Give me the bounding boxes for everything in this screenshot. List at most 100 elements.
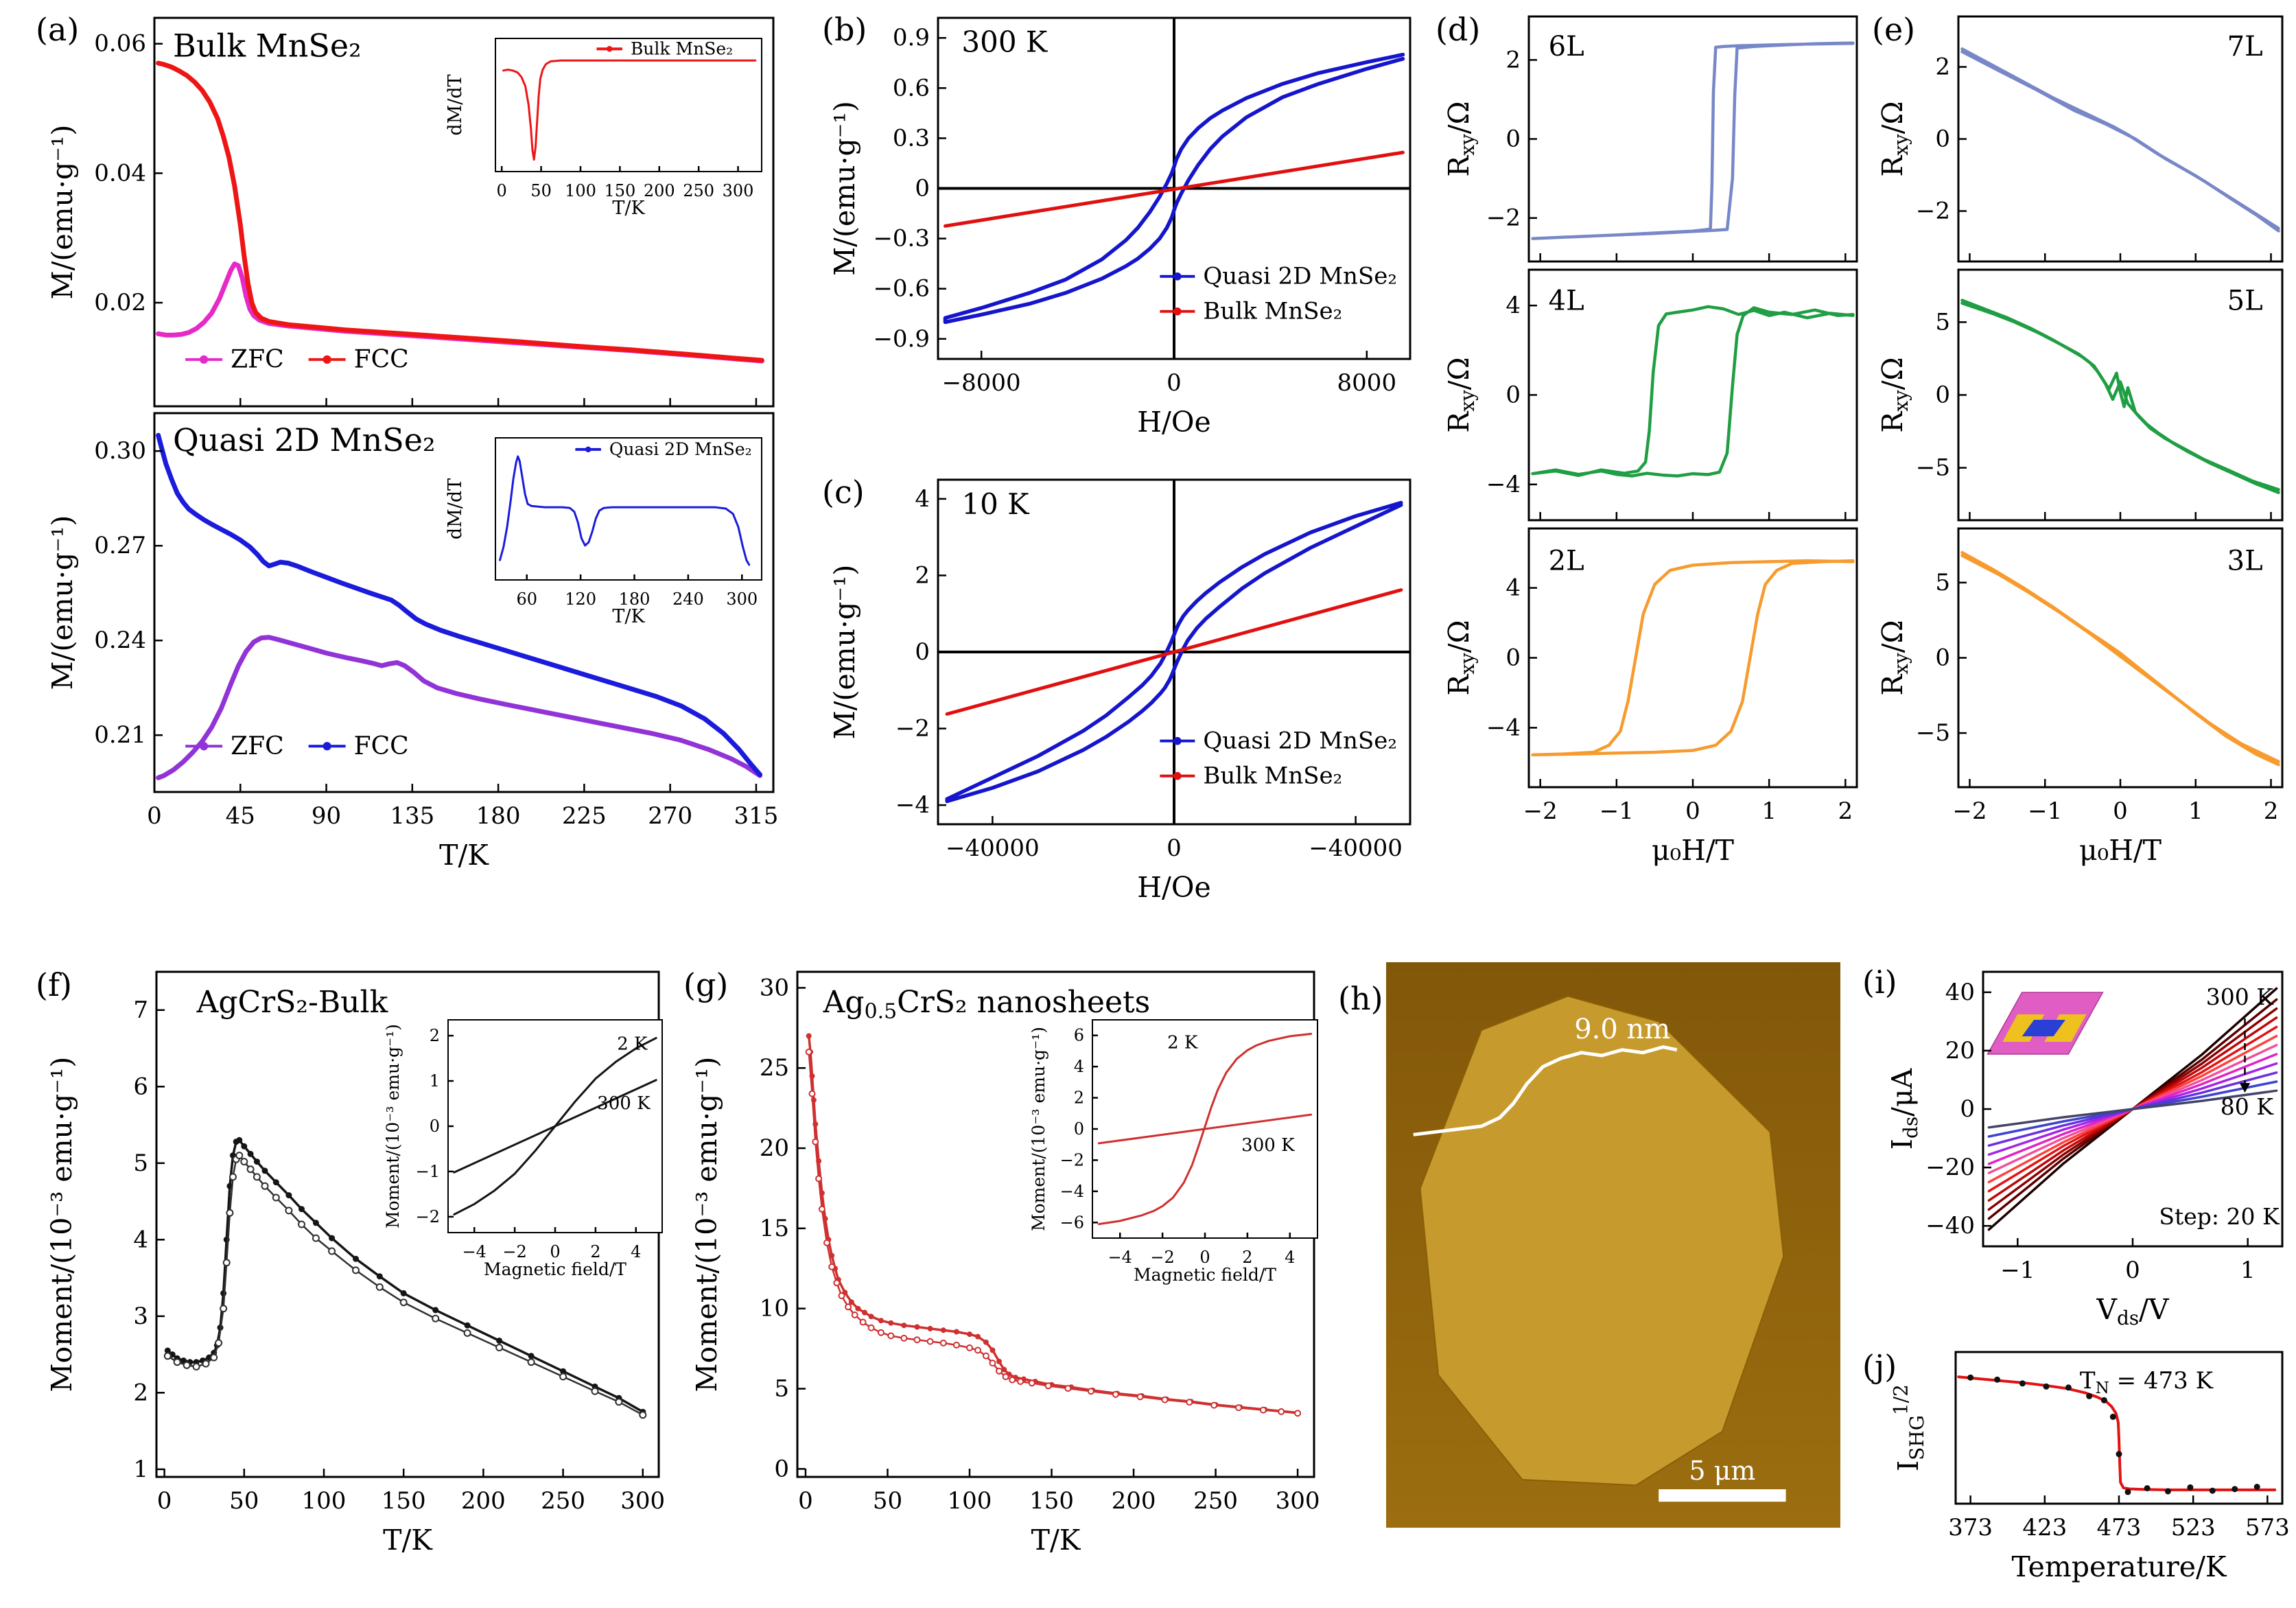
series-4L-loop [1531, 305, 1855, 478]
svg-text:Bulk MnSe₂: Bulk MnSe₂ [1203, 298, 1342, 325]
svg-text:1: 1 [2188, 797, 2203, 825]
c-chart-svg: −40000 0 −40000 −4 −2 0 2 4 H/Oe M/(emu·g⁻¹) 10 K Q… [828, 478, 1411, 904]
svg-text:2: 2 [915, 561, 930, 589]
svg-text:ZFC: ZFC [231, 345, 284, 373]
svg-text:Bulk MnSe₂: Bulk MnSe₂ [631, 38, 733, 58]
svg-text:10 K: 10 K [961, 487, 1030, 521]
svg-text:−4: −4 [895, 791, 930, 819]
svg-text:−2: −2 [502, 1242, 526, 1261]
svg-text:120: 120 [565, 590, 596, 609]
svg-text:2: 2 [1935, 54, 1950, 81]
panel-label-g: (g) [683, 966, 729, 1003]
svg-text:T/K: T/K [439, 839, 489, 872]
panel-e-7l-chart: −2 0 2 Rxy/Ω 7L [1877, 7, 2293, 266]
panel-e-5l-chart: −5 0 5 Rxy/Ω 5L [1877, 266, 2293, 524]
svg-text:Bulk MnSe₂: Bulk MnSe₂ [1203, 762, 1342, 790]
svg-text:Rxy/Ω: Rxy/Ω [1877, 620, 1912, 695]
svg-text:5: 5 [1935, 308, 1950, 336]
a_top-chart-svg: 0.02 0.04 0.06 M/(emu·g⁻¹) Bulk MnSe₂ ZFC FCC [46, 16, 775, 408]
svg-text:4: 4 [1074, 1057, 1084, 1076]
svg-text:150: 150 [604, 181, 635, 200]
panel-g-inset-chart: −4 −2 0 2 4 −6 −4 −2 0 2 4 6 Magnetic field/T Moment/… [1022, 1014, 1326, 1308]
e2-chart-svg: −5 0 5 Rxy/Ω 5L [1877, 268, 2284, 522]
panel-a-bottom-inset-chart: 60 120 180 240 300 T/K dM/dT Quasi 2D MnSe₂ [432, 432, 770, 628]
svg-text:T/K: T/K [612, 606, 645, 627]
svg-text:5: 5 [774, 1375, 789, 1402]
f-chart-svg: 0 50 100 150 200 250 3001234567T/KMoment/(10⁻³… [45, 970, 665, 1557]
svg-text:4: 4 [133, 1226, 148, 1253]
svg-text:0: 0 [915, 175, 930, 202]
svg-text:−4: −4 [1060, 1182, 1084, 1201]
svg-text:8000: 8000 [1337, 369, 1397, 397]
svg-text:50: 50 [229, 1487, 259, 1515]
svg-text:−4: −4 [1486, 714, 1521, 741]
series-SHG-fit [1957, 1375, 2277, 1491]
svg-text:250: 250 [541, 1487, 585, 1515]
svg-text:Moment/(10⁻³ emu·g⁻¹): Moment/(10⁻³ emu·g⁻¹) [383, 1024, 403, 1228]
svg-text:M/(emu·g⁻¹): M/(emu·g⁻¹) [828, 101, 861, 276]
series-80-K [1987, 1089, 2278, 1129]
svg-text:Bulk MnSe₂: Bulk MnSe₂ [173, 27, 362, 65]
device-channel-flake [2022, 1020, 2065, 1036]
panel-label-e: (e) [1872, 11, 1916, 48]
svg-text:0: 0 [2113, 797, 2128, 825]
svg-text:AgCrS₂-Bulk: AgCrS₂-Bulk [196, 985, 388, 1020]
svg-text:0: 0 [1960, 1095, 1975, 1123]
svg-text:Moment/(10⁻³ emu·g⁻¹): Moment/(10⁻³ emu·g⁻¹) [690, 1057, 723, 1393]
svg-text:300: 300 [1276, 1487, 1320, 1515]
svg-text:300 K: 300 K [1241, 1135, 1295, 1156]
svg-text:0: 0 [774, 1455, 789, 1482]
series-2L-loop [1531, 559, 1855, 757]
panel-f-chart: 0 50 100 150 200 250 300 1 2 3 4 5 6 7 T/K Moment/(10⁻³… [41, 959, 672, 1578]
svg-text:Moment/(10⁻³ emu·g⁻¹): Moment/(10⁻³ emu·g⁻¹) [1029, 1027, 1049, 1231]
axes-frame [153, 412, 775, 793]
svg-text:M/(emu·g⁻¹): M/(emu·g⁻¹) [46, 125, 79, 300]
svg-text:0: 0 [1685, 797, 1700, 825]
svg-text:−2: −2 [1916, 198, 1950, 225]
svg-text:Step: 20 K: Step: 20 K [2159, 1203, 2280, 1230]
svg-text:−4: −4 [462, 1242, 487, 1261]
d3-chart-svg: −2 −1 0 1 2 −4 0 4 μ₀H/T Rxy/Ω 2L [1442, 527, 1858, 867]
panel-j-chart: 373 423 473 523 573 Temperature/K ISHG1/2 TN = … [1882, 1344, 2293, 1607]
svg-text:300: 300 [726, 590, 758, 609]
svg-text:2: 2 [430, 1026, 440, 1045]
svg-text:0: 0 [1506, 644, 1521, 672]
svg-text:0: 0 [1935, 126, 1950, 153]
svg-text:μ₀H/T: μ₀H/T [2079, 834, 2162, 867]
svg-text:ISHG1/2: ISHG1/2 [1889, 1384, 1928, 1471]
svg-text:3L: 3L [2227, 545, 2263, 576]
svg-text:135: 135 [390, 802, 434, 830]
svg-text:2: 2 [590, 1242, 600, 1261]
d1-chart-svg: −2 0 2 Rxy/Ω 6L [1442, 15, 1858, 263]
panel-i-chart: −1 0 1 −40 −20 0 20 40 Vds/V Ids/μA 300 K 80 K Step:… [1882, 959, 2293, 1344]
series-dMdT-bulk [502, 59, 757, 161]
panel-label-a: (a) [36, 11, 80, 48]
svg-text:0.3: 0.3 [893, 124, 930, 152]
i-chart-svg: −1 0 1 −40 −20 0 20 40 Vds/V Ids/μA 300 K 80 K Step:… [1886, 970, 2284, 1329]
svg-text:4L: 4L [1549, 285, 1584, 316]
svg-text:M/(emu·g⁻¹): M/(emu·g⁻¹) [46, 515, 79, 690]
svg-text:Magnetic field/T: Magnetic field/T [484, 1259, 626, 1279]
a_top_inset-chart-svg: 0 50 100 150 200 250 300 T/K dM/dT Bulk MnSe₂ [445, 38, 762, 219]
svg-text:−2: −2 [895, 715, 930, 743]
svg-text:Ids/μA: Ids/μA [1886, 1067, 1922, 1150]
svg-text:60: 60 [516, 590, 537, 609]
svg-text:0: 0 [430, 1117, 440, 1136]
svg-text:2: 2 [1506, 46, 1521, 73]
series-Bulk-MnSe₂ [945, 588, 1403, 716]
g_inset-chart-svg: −4 −2 0 2 4 −6 −4 −2 0 2 4 6 Magnetic field/T Moment/… [1029, 1019, 1318, 1285]
series-Bulk-MnSe₂ [944, 150, 1405, 228]
svg-text:M/(emu·g⁻¹): M/(emu·g⁻¹) [828, 565, 861, 740]
svg-text:Quasi 2D MnSe₂: Quasi 2D MnSe₂ [1203, 263, 1397, 290]
svg-text:4: 4 [1506, 292, 1521, 319]
svg-text:2: 2 [1074, 1088, 1084, 1108]
panel-e-3l-chart: −2 −1 0 1 2 −5 0 5 μ₀H/T Rxy/Ω 3L [1877, 524, 2293, 898]
svg-text:473: 473 [2097, 1514, 2142, 1541]
panel-label-c: (c) [822, 474, 865, 511]
svg-text:200: 200 [1112, 1487, 1156, 1515]
svg-text:−1: −1 [2000, 1257, 2035, 1284]
svg-text:4: 4 [1506, 574, 1521, 602]
svg-text:−2: −2 [1060, 1150, 1084, 1169]
svg-text:−2: −2 [1150, 1248, 1174, 1267]
